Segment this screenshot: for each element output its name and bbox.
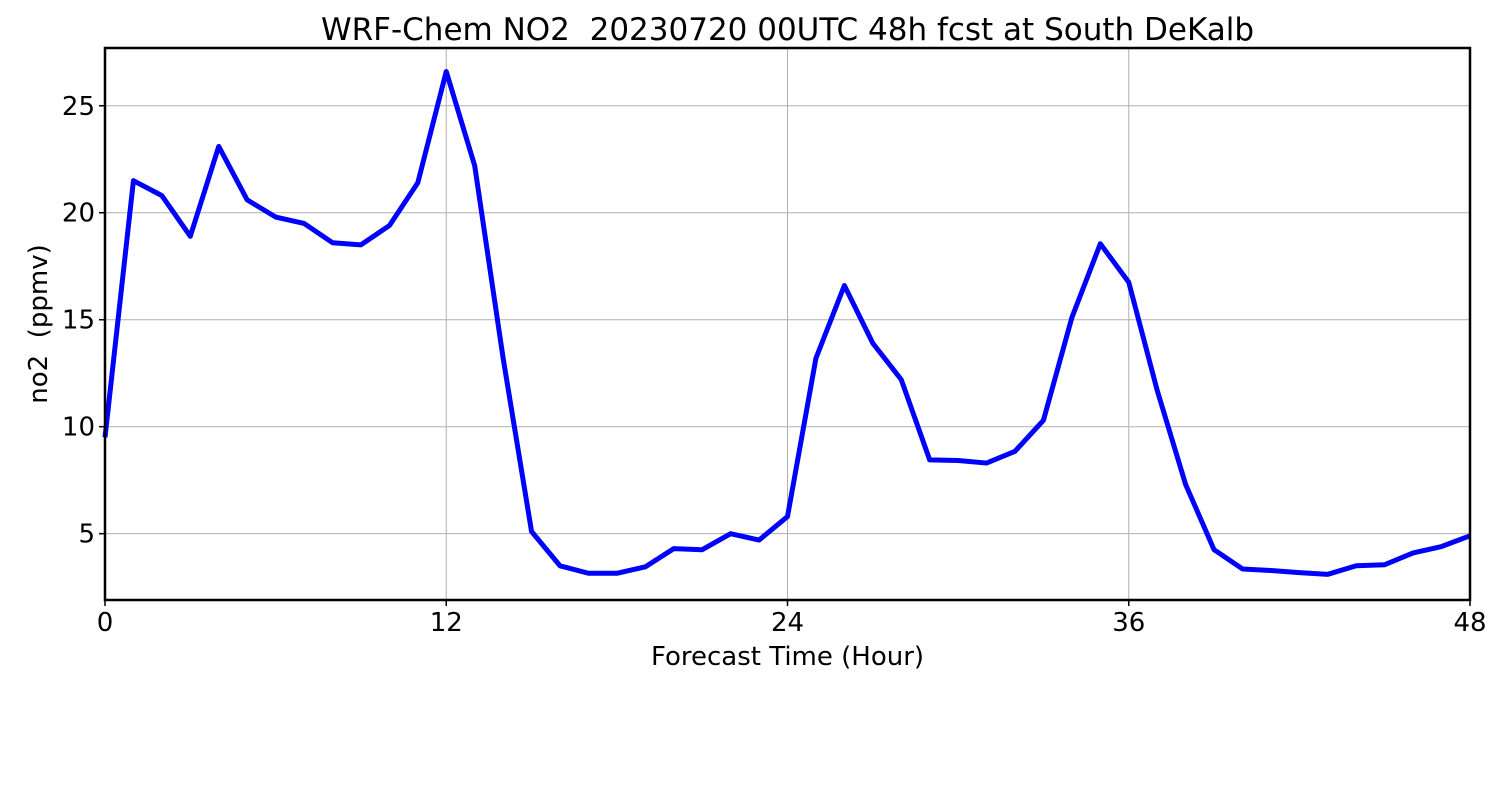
ticks: 0 12 24 36 48 5 10 15 20 25 [62,92,1487,638]
x-axis-label: Forecast Time (Hour) [651,642,924,672]
y-tick-label: 25 [62,92,95,122]
x-tick-label: 24 [771,608,804,638]
x-tick-label: 12 [430,608,463,638]
chart-title: WRF-Chem NO2 20230720 00UTC 48h fcst at … [321,12,1254,48]
x-tick-label: 0 [97,608,114,638]
x-tick-label: 48 [1453,608,1486,638]
y-tick-label: 15 [62,306,95,336]
x-tick-label: 36 [1112,608,1145,638]
y-axis-label: no2 (ppmv) [24,244,54,403]
y-tick-label: 5 [78,520,95,550]
y-tick-label: 20 [62,199,95,229]
y-tick-label: 10 [62,413,95,443]
series-layer [102,69,1471,577]
series-line-no2 [102,69,1471,577]
